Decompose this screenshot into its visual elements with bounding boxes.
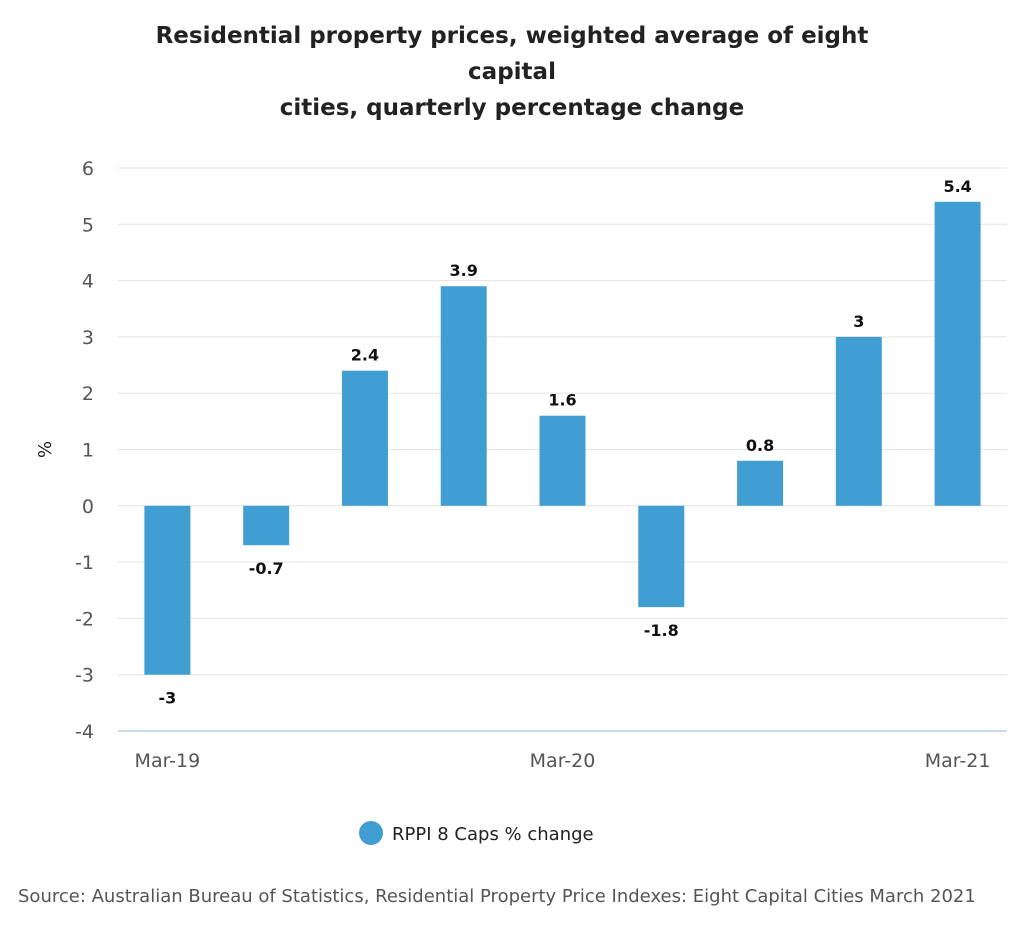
bar: [243, 505, 290, 546]
x-tick-label: Mar-20: [530, 750, 596, 772]
bar: [835, 336, 882, 506]
bar: [638, 505, 685, 608]
chart-title: Residential property prices, weighted av…: [112, 18, 912, 126]
data-label: -1.8: [644, 621, 679, 640]
bar: [144, 505, 191, 675]
y-tick-label: 2: [82, 383, 94, 405]
bar: [737, 460, 784, 506]
chart-plot: 6 5 4 3 2 1 0 -1 -2 -3 -4% -3 Mar-19 -0.7 2.4 3.9 1.6 Mar…: [35, 158, 1007, 845]
data-label: -3: [158, 689, 176, 708]
source-note: Source: Australian Bureau of Statistics,…: [18, 886, 976, 907]
data-label: -0.7: [249, 559, 284, 578]
y-tick-label: 5: [82, 214, 94, 236]
data-label: 5.4: [943, 177, 971, 196]
chart-title-line-1: Residential property prices, weighted av…: [155, 23, 869, 85]
data-label: 3: [853, 312, 864, 331]
bar: [539, 415, 586, 506]
legend-marker: [359, 821, 383, 845]
x-tick-label: Mar-21: [925, 750, 991, 772]
bar: [440, 286, 487, 506]
y-tick-label: 0: [82, 496, 94, 518]
y-tick-label: -2: [75, 608, 94, 630]
data-label: 3.9: [450, 261, 478, 280]
y-tick-label: 1: [82, 440, 94, 462]
data-label: 0.8: [746, 436, 774, 455]
y-axis-label: %: [35, 441, 56, 458]
bar: [341, 370, 388, 506]
x-tick-label: Mar-19: [135, 750, 201, 772]
data-label: 2.4: [351, 346, 379, 365]
y-tick-label: -1: [75, 552, 94, 574]
y-tick-label: 6: [82, 158, 94, 180]
y-tick-label: -3: [75, 665, 94, 687]
y-tick-label: 3: [82, 327, 94, 349]
bar: [934, 201, 981, 506]
legend-label: RPPI 8 Caps % change: [392, 824, 594, 845]
y-tick-label: 4: [82, 271, 94, 293]
chart-title-line-2: cities, quarterly percentage change: [279, 95, 745, 121]
data-label: 1.6: [548, 391, 576, 410]
y-tick-label: -4: [75, 721, 94, 743]
